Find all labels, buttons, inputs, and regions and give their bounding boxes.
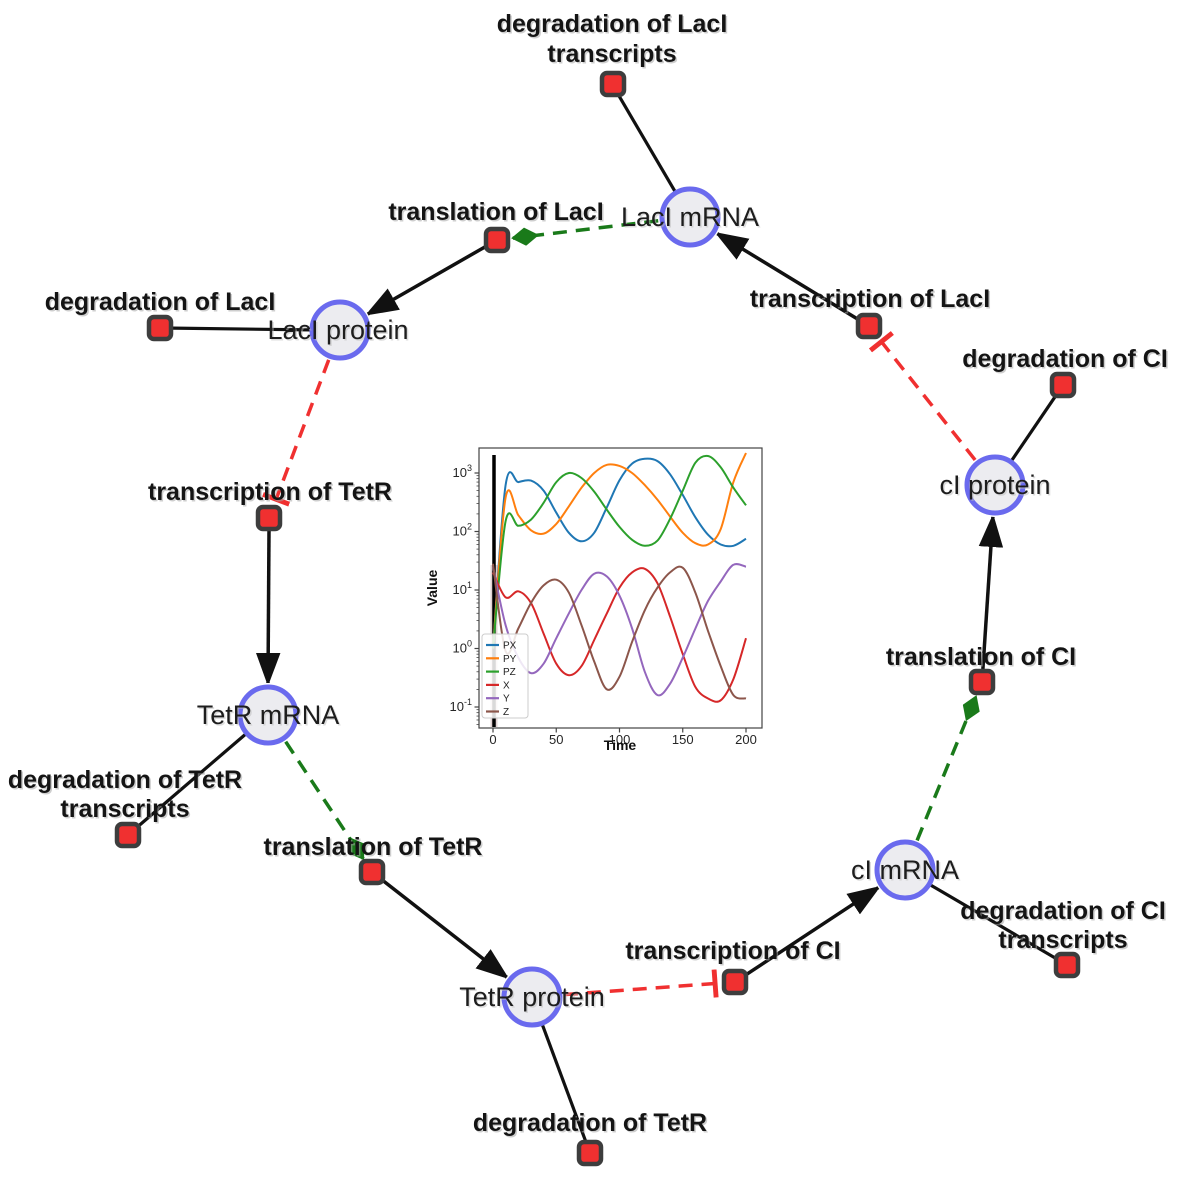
curve-PX <box>492 457 747 649</box>
x-axis-title: Time <box>604 737 637 753</box>
edge-ci-mrna-activates-translation-ci <box>915 695 980 842</box>
y-tick-label: 10-1 <box>450 697 472 714</box>
label-translation-tetr: translation of TetR <box>264 833 483 861</box>
x-tick-label: 50 <box>549 732 563 747</box>
reaction-node-transcription-ci[interactable] <box>721 968 749 996</box>
label-translation-ci: translation of CI <box>886 643 1076 671</box>
legend-label-PY: PY <box>503 654 517 665</box>
chart-legend: PX PY PZ XYZ <box>481 633 529 719</box>
species-node-laci-protein[interactable] <box>309 299 371 361</box>
label-tetr-protein: TetR protein <box>459 982 605 1012</box>
reaction-node-deg-ci[interactable] <box>1049 371 1077 399</box>
reaction-node-deg-tetr[interactable] <box>576 1139 604 1167</box>
legend-label-PX: PX <box>503 641 517 652</box>
x-tick-label: 200 <box>735 732 757 747</box>
y-tick-label: 100 <box>453 639 472 656</box>
edge-tetr-protein-inhibits-transcription-ci <box>563 969 719 998</box>
edge-translation-laci-to-laci-protein <box>368 244 487 315</box>
label-ci-mrna: cI mRNA <box>851 855 959 885</box>
edge-ci-protein-to-deg-ci <box>1010 394 1058 462</box>
species-node-ci-mrna[interactable] <box>874 839 936 901</box>
species-node-tetr-protein[interactable] <box>501 966 563 1028</box>
curve-Z <box>492 563 747 700</box>
x-tick-label: 100 <box>609 732 631 747</box>
edge-laci-protein-to-deg-laci <box>172 326 311 332</box>
species-node-laci-mrna[interactable] <box>659 186 721 248</box>
reaction-node-transcription-tetr[interactable] <box>255 504 283 532</box>
label-laci-protein: LacI protein <box>267 315 408 345</box>
label-transcription-tetr: transcription of TetR <box>148 478 392 506</box>
chart-curves <box>492 452 747 703</box>
y-tick-label: 102 <box>453 522 472 539</box>
time-series-inset: 0 50 100 150 200 103 102 101 100 10-1 PX PY PZ XYZ T… <box>424 447 763 753</box>
label-tetr-mrna: TetR mRNA <box>197 700 340 730</box>
y-tick-label: 101 <box>453 580 472 597</box>
edge-transcription-tetr-to-tetr-mrna <box>268 530 269 684</box>
edges-layer <box>136 94 1058 1142</box>
edge-transcription-laci-to-laci-mrna <box>717 234 859 321</box>
edge-transcription-ci-to-ci-mrna <box>744 888 878 977</box>
reaction-node-deg-laci[interactable] <box>146 314 174 342</box>
label-ci-protein: cI protein <box>939 470 1050 500</box>
reaction-node-translation-laci[interactable] <box>483 226 511 254</box>
label-deg-tetr-transcripts-line1: degradation of TetR <box>8 766 242 794</box>
edge-ci-mrna-to-deg-ci-transcripts <box>930 883 1057 960</box>
curve-Y <box>492 563 747 697</box>
labels-layer: degradation of LacI transcripts translat… <box>8 10 1168 1137</box>
edge-tetr-protein-to-deg-tetr <box>541 1024 587 1142</box>
species-node-ci-protein[interactable] <box>964 454 1026 516</box>
reaction-node-translation-ci[interactable] <box>968 668 996 696</box>
edge-tetr-mrna-to-deg-tetr-transcripts <box>136 733 247 828</box>
legend-label-Y: Y <box>503 694 510 705</box>
reaction-node-transcription-laci[interactable] <box>855 312 883 340</box>
legend-box <box>481 633 529 719</box>
label-deg-laci-transcripts-line2: transcripts <box>547 40 676 68</box>
curve-X <box>492 567 747 703</box>
label-deg-ci-transcripts-line1: degradation of CI <box>960 897 1166 925</box>
edge-ci-protein-inhibits-transcription-laci <box>868 331 977 461</box>
reaction-node-deg-ci-transcripts[interactable] <box>1053 951 1081 979</box>
legend-label-Z: Z <box>503 707 509 718</box>
edge-laci-mrna-to-deg-laci-transcripts <box>617 94 677 192</box>
nodes-layer <box>114 70 1081 1167</box>
reaction-node-translation-tetr[interactable] <box>358 858 386 886</box>
x-tick-label: 0 <box>489 732 496 747</box>
label-deg-tetr: degradation of TetR <box>473 1109 707 1137</box>
curve-PY <box>492 452 747 649</box>
reaction-node-deg-laci-transcripts[interactable] <box>599 70 627 98</box>
edge-translation-tetr-to-tetr-protein <box>381 878 507 977</box>
curve-PZ <box>492 454 747 649</box>
label-deg-ci: degradation of CI <box>962 345 1168 373</box>
label-deg-ci-transcripts-line2: transcripts <box>998 926 1127 954</box>
edge-translation-ci-to-ci-protein <box>983 516 993 670</box>
edge-tetr-mrna-activates-translation-tetr <box>284 740 365 861</box>
y-tick-label: 103 <box>453 463 472 480</box>
label-transcription-ci: transcription of CI <box>625 937 840 965</box>
label-translation-laci: translation of LacI <box>388 198 603 226</box>
species-node-tetr-mrna[interactable] <box>237 684 299 746</box>
x-tick-label: 150 <box>672 732 694 747</box>
legend-label-X: X <box>503 680 510 691</box>
reaction-node-deg-tetr-transcripts[interactable] <box>114 821 142 849</box>
label-deg-laci: degradation of LacI <box>45 288 276 316</box>
label-deg-tetr-transcripts-line2: transcripts <box>60 795 189 823</box>
label-laci-mrna: LacI mRNA <box>621 202 759 232</box>
label-transcription-laci: transcription of LacI <box>750 285 990 313</box>
label-deg-laci-transcripts-line1: degradation of LacI <box>497 10 728 38</box>
y-axis-title: Value <box>424 570 440 607</box>
edge-laci-mrna-activates-translation-laci <box>511 219 659 246</box>
edge-laci-protein-inhibits-transcription-tetr <box>262 359 331 507</box>
legend-label-PZ: PZ <box>503 667 516 678</box>
